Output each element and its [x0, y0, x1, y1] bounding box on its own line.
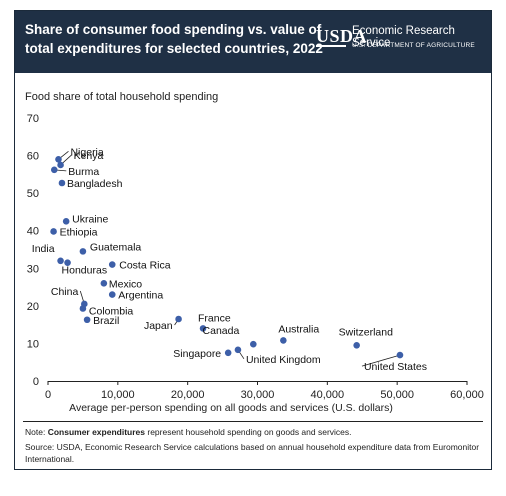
y-tick-label: 70	[27, 113, 39, 125]
x-tick-label: 50,000	[380, 389, 414, 401]
point-label: Singapore	[173, 348, 221, 360]
data-point	[83, 316, 91, 324]
y-tick-label: 10	[27, 338, 39, 350]
chart-note: Note: Consumer expenditures represent ho…	[25, 426, 485, 438]
data-point	[64, 259, 71, 266]
data-point	[55, 156, 62, 163]
scatter-plot: Food share of total household spending 0…	[25, 91, 484, 414]
y-tick-label: 60	[27, 151, 39, 163]
point-label: United Kingdom	[246, 354, 321, 366]
data-point	[50, 166, 58, 174]
point-label: Switzerland	[339, 326, 393, 338]
point-label: Guatemala	[90, 241, 142, 253]
data-point	[175, 315, 182, 323]
data-point	[108, 261, 116, 268]
point-label: India	[32, 243, 55, 255]
y-tick-label: 40	[27, 226, 39, 238]
y-tick-label: 20	[27, 301, 39, 313]
x-tick-label: 10,000	[101, 389, 135, 401]
point-label: Canada	[203, 325, 240, 337]
point-label: Australia	[278, 323, 319, 335]
data-point	[50, 228, 57, 235]
agency-name: Economic Research Service	[352, 25, 455, 49]
data-point	[396, 351, 404, 359]
y-tick-label: 30	[27, 263, 39, 275]
point-label: Brazil	[93, 315, 119, 327]
chart-title: Share of consumer food spending vs. valu…	[25, 20, 325, 58]
data-point	[234, 346, 242, 354]
footer-divider	[23, 421, 483, 422]
data-point	[58, 179, 66, 187]
data-point	[57, 257, 64, 265]
point-label: Burma	[68, 166, 99, 178]
data-point	[250, 340, 257, 348]
point-label: Argentina	[118, 290, 163, 302]
point-label: Kenya	[74, 150, 104, 162]
x-tick-label: 0	[45, 389, 51, 401]
point-label: Japan	[144, 320, 173, 332]
data-point	[280, 337, 287, 344]
chart-source: Source: USDA, Economic Research Service …	[25, 442, 480, 464]
usda-logo-underline	[316, 45, 346, 47]
point-label: United States	[364, 361, 427, 373]
usda-logo: USDA	[316, 26, 368, 46]
title-line-1: Share of consumer food spending vs. valu…	[25, 22, 322, 37]
label-leader-line	[361, 354, 401, 367]
y-tick-label: 0	[33, 376, 39, 388]
point-label: Colombia	[89, 305, 134, 317]
note-prefix: Note:	[25, 427, 48, 437]
x-tick-label: 20,000	[171, 389, 205, 401]
y-tick-label: 50	[27, 188, 39, 200]
x-tick-label: 40,000	[311, 389, 345, 401]
x-tick-label: 30,000	[241, 389, 275, 401]
point-label: Honduras	[62, 265, 108, 277]
data-point	[199, 325, 207, 332]
data-point	[108, 291, 116, 298]
title-line-2: total expenditures for selected countrie…	[25, 41, 323, 56]
x-tick-label: 60,000	[450, 389, 484, 401]
chart-header: Share of consumer food spending vs. valu…	[15, 11, 491, 73]
data-point	[79, 248, 87, 255]
y-axis-label: Food share of total household spending	[25, 91, 218, 103]
x-axis-label: Average per-person spending on all goods…	[69, 402, 393, 414]
point-label: Ukraine	[72, 213, 108, 225]
point-label: Costa Rica	[119, 260, 171, 272]
agency-department: U.S. DEPARTMENT OF AGRICULTURE	[352, 42, 475, 49]
point-label: Bangladesh	[67, 178, 123, 190]
point-label: Ethiopia	[60, 226, 98, 238]
data-point	[79, 305, 87, 312]
data-point	[57, 161, 64, 169]
data-point	[100, 280, 108, 287]
point-label: France	[198, 312, 231, 324]
point-label: China	[51, 286, 79, 298]
data-point	[353, 342, 360, 349]
note-term: Consumer expenditures	[47, 427, 145, 437]
note-text: represent household spending on goods an…	[145, 427, 352, 437]
point-label: Mexico	[109, 278, 142, 290]
data-point	[224, 349, 232, 357]
point-label: Nigeria	[70, 146, 103, 158]
data-point	[62, 218, 70, 225]
chart-card: Share of consumer food spending vs. valu…	[14, 10, 492, 470]
